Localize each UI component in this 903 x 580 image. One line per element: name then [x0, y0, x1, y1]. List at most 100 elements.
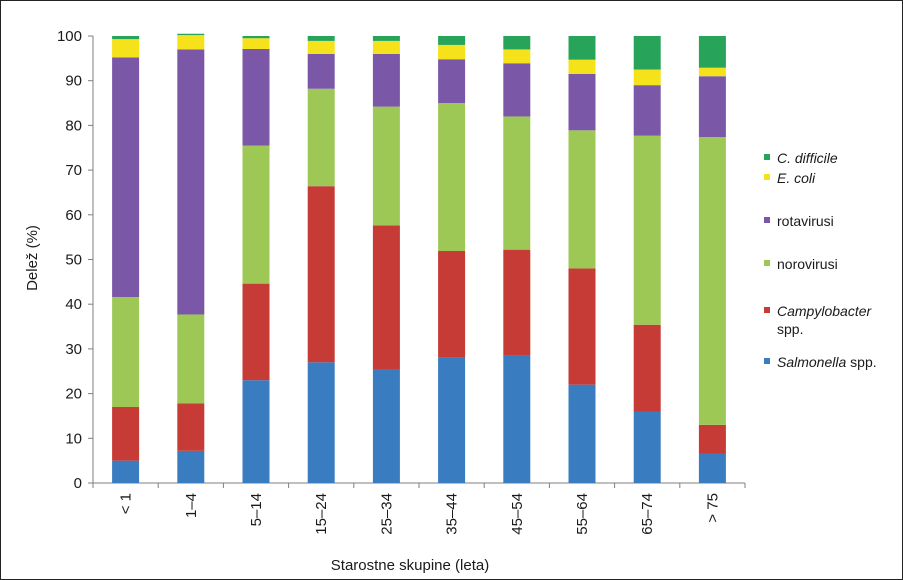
y-tick-label: 70 — [65, 162, 82, 179]
legend-item: C. difficile — [764, 150, 838, 166]
legend-swatch — [764, 307, 770, 313]
legend-label: Salmonella spp. — [777, 354, 877, 370]
bar-segment-rotavirusi — [633, 85, 661, 136]
bar-segment-salmonella-spp — [307, 362, 335, 483]
legend-label: norovirusi — [777, 256, 838, 272]
bar-segment-norovirusi — [372, 106, 400, 226]
bar-segment-c-difficile — [307, 36, 335, 41]
bar-segment-e-coli — [633, 69, 661, 86]
bar-segment-norovirusi — [633, 135, 661, 325]
bar-segment-c-difficile — [698, 36, 726, 68]
bar-segment-rotavirusi — [698, 76, 726, 138]
bar-segment-rotavirusi — [503, 63, 531, 117]
bar-segment-campylobacter-spp — [503, 249, 531, 356]
bar-segment-rotavirusi — [307, 53, 335, 89]
bar-segment-salmonella-spp — [242, 380, 270, 483]
bar-segment-campylobacter-spp — [568, 268, 596, 385]
legend-swatch — [764, 154, 770, 160]
bar-segment-c-difficile — [568, 36, 596, 60]
bar-segment-campylobacter-spp — [242, 283, 270, 381]
bar-segment-rotavirusi — [177, 49, 205, 315]
bar-segment-campylobacter-spp — [633, 324, 661, 412]
bar-segment-e-coli — [177, 35, 205, 50]
bar-segment-salmonella-spp — [503, 355, 531, 483]
y-tick-label: 40 — [65, 296, 82, 313]
bar-segment-e-coli — [503, 49, 531, 64]
y-tick-label: 80 — [65, 117, 82, 134]
bar-segment-norovirusi — [438, 103, 466, 252]
legend-swatch — [764, 358, 770, 364]
bar-segment-norovirusi — [307, 88, 335, 187]
bar-segment-c-difficile — [112, 36, 140, 40]
bar-segment-c-difficile — [633, 36, 661, 70]
y-tick-label: 30 — [65, 341, 82, 358]
bar-segment-e-coli — [242, 38, 270, 49]
legend-item: Salmonella spp. — [764, 354, 877, 370]
bar-segment-e-coli — [698, 67, 726, 77]
bar-segment-c-difficile — [372, 36, 400, 41]
bar-segment-salmonella-spp — [177, 450, 205, 483]
bar-segment-e-coli — [372, 40, 400, 54]
bar-segment-norovirusi — [112, 297, 140, 408]
legend-item: rotavirusi — [764, 213, 834, 229]
x-tick-label: 1–4 — [183, 493, 200, 518]
bar-segment-campylobacter-spp — [438, 251, 466, 358]
bar-segment-rotavirusi — [568, 73, 596, 131]
bar-segment-e-coli — [438, 44, 466, 60]
bar-segment-norovirusi — [698, 137, 726, 425]
bar-segment-norovirusi — [503, 116, 531, 250]
bar-segment-norovirusi — [242, 145, 270, 284]
legend-item: E. coli — [764, 170, 816, 186]
bar-segment-campylobacter-spp — [698, 424, 726, 454]
legend-item: norovirusi — [764, 256, 838, 272]
y-tick-label: 90 — [65, 73, 82, 90]
x-axis-title: Starostne skupine (leta) — [331, 557, 489, 574]
bar-segment-rotavirusi — [112, 57, 140, 298]
x-tick-label: 35–44 — [444, 493, 461, 535]
x-tick-label: < 1 — [118, 493, 135, 514]
y-tick-label: 100 — [57, 28, 82, 45]
bar-segment-campylobacter-spp — [307, 186, 335, 363]
bar-segment-salmonella-spp — [698, 453, 726, 483]
legend-label: Campylobacter spp. — [777, 303, 872, 337]
bar-segment-salmonella-spp — [372, 369, 400, 483]
bar-segment-salmonella-spp — [112, 460, 140, 483]
legend-label: C. difficile — [777, 150, 838, 166]
legend: C. difficile E. coli rotavirusi norovirusi C… — [764, 150, 877, 370]
legend-swatch — [764, 217, 770, 223]
bar-segment-rotavirusi — [438, 59, 466, 104]
x-ticks: < 1 1–4 5–14 15–24 25–34 35–44 45–54 55–64 65–74… — [92, 483, 746, 535]
y-axis-title: Delež (%) — [24, 225, 41, 291]
bar-segment-campylobacter-spp — [177, 403, 205, 451]
legend-label: rotavirusi — [777, 213, 834, 229]
bar-segment-e-coli — [568, 59, 596, 74]
bar-segment-c-difficile — [177, 33, 205, 36]
bar-segment-norovirusi — [177, 314, 205, 404]
y-tick-label: 10 — [65, 430, 82, 447]
y-tick-label: 20 — [65, 386, 82, 403]
x-tick-label: 45–54 — [509, 493, 526, 535]
bar-segment-e-coli — [307, 40, 335, 54]
x-tick-label: > 75 — [704, 493, 721, 523]
bar-segment-salmonella-spp — [568, 384, 596, 483]
x-tick-label: 5–14 — [248, 493, 265, 526]
bar-segment-campylobacter-spp — [112, 407, 140, 461]
bar-segment-rotavirusi — [242, 48, 270, 146]
x-tick-label: 65–74 — [639, 493, 656, 535]
bars — [112, 33, 726, 483]
bar-segment-salmonella-spp — [633, 411, 661, 483]
y-tick-label: 50 — [65, 252, 82, 269]
bar-segment-salmonella-spp — [438, 357, 466, 483]
y-tick-label: 60 — [65, 207, 82, 224]
y-ticks: 0 10 20 30 40 50 60 70 80 90 100 — [57, 28, 93, 492]
legend-swatch — [764, 174, 770, 180]
y-tick-label: 0 — [74, 475, 82, 492]
legend-item: Campylobacter spp. — [764, 303, 872, 337]
bar-segment-campylobacter-spp — [372, 225, 400, 370]
legend-swatch — [764, 260, 770, 266]
bar-segment-c-difficile — [242, 36, 270, 39]
x-tick-label: 25–34 — [378, 493, 395, 535]
bar-segment-rotavirusi — [372, 53, 400, 107]
x-tick-label: 55–64 — [574, 493, 591, 535]
